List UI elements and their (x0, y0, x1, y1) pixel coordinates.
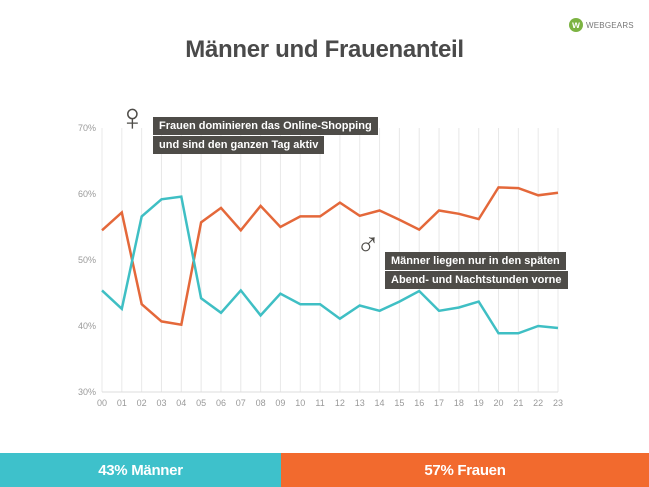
x-tick-label: 09 (275, 398, 285, 408)
women-share-bar: 57% Frauen (281, 453, 649, 487)
webgears-logo-text: WEBGEARS (586, 20, 634, 30)
x-tick-label: 18 (454, 398, 464, 408)
x-tick-label: 23 (553, 398, 563, 408)
y-axis-ticks: 30% 40% 50% 60% 70% (78, 123, 96, 397)
men-share-bar: 43% Männer (0, 453, 281, 487)
x-tick-label: 02 (137, 398, 147, 408)
x-tick-label: 22 (533, 398, 543, 408)
x-tick-label: 21 (513, 398, 523, 408)
male-symbol-icon: ♂ (356, 225, 380, 261)
y-tick-label: 30% (78, 387, 96, 397)
series-line-frauen (101, 186, 559, 327)
annotation-male: Männer liegen nur in den späten Abend- u… (385, 251, 568, 289)
x-tick-label: 11 (315, 398, 324, 408)
annotation-male-line-2: Abend- und Nachtstunden vorne (385, 271, 568, 289)
annotation-female-line-2: und sind den ganzen Tag aktiv (153, 136, 325, 154)
annotation-female: Frauen dominieren das Online-Shopping un… (153, 116, 378, 154)
x-tick-label: 12 (335, 398, 345, 408)
series-line-männer (101, 195, 559, 335)
x-tick-label: 04 (176, 398, 186, 408)
annotation-male-line-1: Männer liegen nur in den späten (385, 252, 566, 270)
series-lines (101, 186, 559, 335)
chart-title: Männer und Frauenanteil (185, 36, 464, 63)
x-tick-label: 19 (474, 398, 484, 408)
x-tick-label: 08 (256, 398, 266, 408)
x-tick-label: 15 (394, 398, 404, 408)
webgears-logo-icon: w (569, 18, 583, 32)
female-symbol-icon: ♀ (118, 97, 147, 139)
x-tick-label: 20 (494, 398, 504, 408)
x-tick-label: 07 (236, 398, 246, 408)
x-tick-label: 05 (196, 398, 206, 408)
y-tick-label: 40% (78, 321, 96, 331)
x-axis-ticks: 00 01 02 03 04 05 06 07 08 09 10 11 12 13 14 15 16 17 18 19… (97, 398, 563, 408)
x-tick-label: 00 (97, 398, 107, 408)
y-tick-label: 60% (78, 189, 96, 199)
x-tick-label: 14 (375, 398, 385, 408)
annotation-female-line-1: Frauen dominieren das Online-Shopping (153, 117, 378, 135)
x-tick-label: 16 (414, 398, 424, 408)
x-tick-label: 01 (117, 398, 127, 408)
x-tick-label: 06 (216, 398, 226, 408)
men-share-label: 43% Männer (98, 461, 183, 479)
y-tick-label: 70% (78, 123, 96, 133)
x-tick-label: 13 (355, 398, 365, 408)
x-tick-label: 10 (295, 398, 305, 408)
x-tick-label: 17 (434, 398, 444, 408)
webgears-logo: w WEBGEARS (569, 18, 634, 32)
x-tick-label: 03 (156, 398, 166, 408)
y-tick-label: 50% (78, 255, 96, 265)
women-share-label: 57% Frauen (424, 461, 506, 479)
